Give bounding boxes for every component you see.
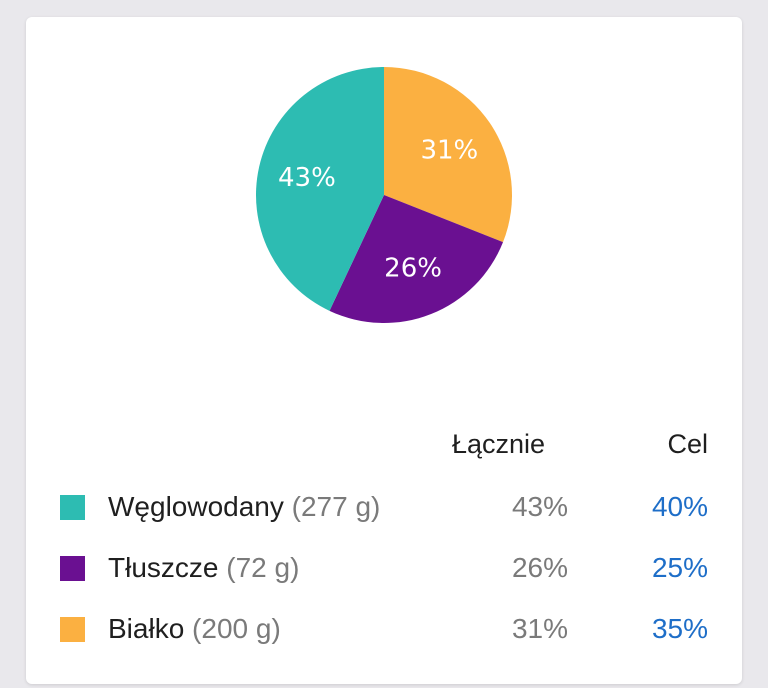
- macro-row-fat: Tłuszcze (72 g) 26% 25%: [26, 550, 742, 590]
- pie-slice-label-0: 31%: [420, 136, 478, 166]
- protein-grams: (200 g): [192, 613, 281, 644]
- protein-swatch: [60, 617, 85, 642]
- fat-swatch: [60, 556, 85, 581]
- carbs-goal: 40%: [651, 491, 708, 522]
- protein-total: 31%: [511, 613, 568, 644]
- protein-name: Białko (200 g): [108, 613, 281, 644]
- pie-slice-label-2: 43%: [278, 163, 336, 193]
- carbs-name: Węglowodany (277 g): [108, 491, 381, 522]
- carbs-swatch: [60, 495, 85, 520]
- pie-slice-label-1: 26%: [384, 253, 442, 283]
- fat-total: 26%: [511, 552, 568, 583]
- header-goal: Cel: [667, 429, 708, 459]
- fat-name: Tłuszcze (72 g): [108, 552, 300, 583]
- macros-pie-chart: 31% 26% 43%: [256, 67, 512, 323]
- pie-slice-2: [256, 67, 384, 311]
- carbs-total: 43%: [511, 491, 568, 522]
- protein-goal: 35%: [651, 613, 708, 644]
- macro-row-protein: Białko (200 g) 31% 35%: [26, 611, 742, 651]
- pie-slice-0: [384, 67, 512, 243]
- macros-card: 31% 26% 43% Łącznie Cel Węglowodany (277 g…: [26, 17, 742, 684]
- fat-grams: (72 g): [226, 552, 300, 583]
- fat-goal: 25%: [651, 552, 708, 583]
- pie-slice-1: [329, 195, 504, 323]
- macro-row-carbs: Węglowodany (277 g) 43% 40%: [26, 489, 742, 529]
- header-total: Łącznie: [452, 429, 546, 459]
- carbs-grams: (277 g): [291, 491, 381, 522]
